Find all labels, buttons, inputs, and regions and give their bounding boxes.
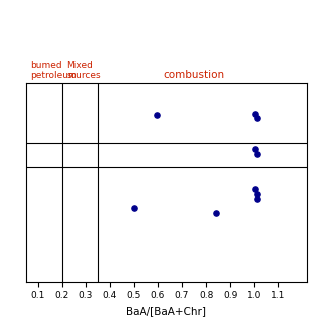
Point: [131, 206, 136, 211]
Point: [253, 187, 258, 192]
Point: [254, 197, 259, 202]
X-axis label: BaA/[BaA+Chr]: BaA/[BaA+Chr]: [126, 306, 206, 316]
Text: Mixed
sources: Mixed sources: [67, 60, 101, 80]
Point: [254, 115, 259, 120]
Point: [213, 211, 218, 216]
Text: bumed
petroleum: bumed petroleum: [30, 60, 77, 80]
Point: [254, 192, 259, 197]
Point: [253, 146, 258, 151]
Point: [254, 151, 259, 156]
Point: [154, 112, 159, 117]
Point: [253, 111, 258, 116]
Text: combustion: combustion: [164, 70, 225, 80]
